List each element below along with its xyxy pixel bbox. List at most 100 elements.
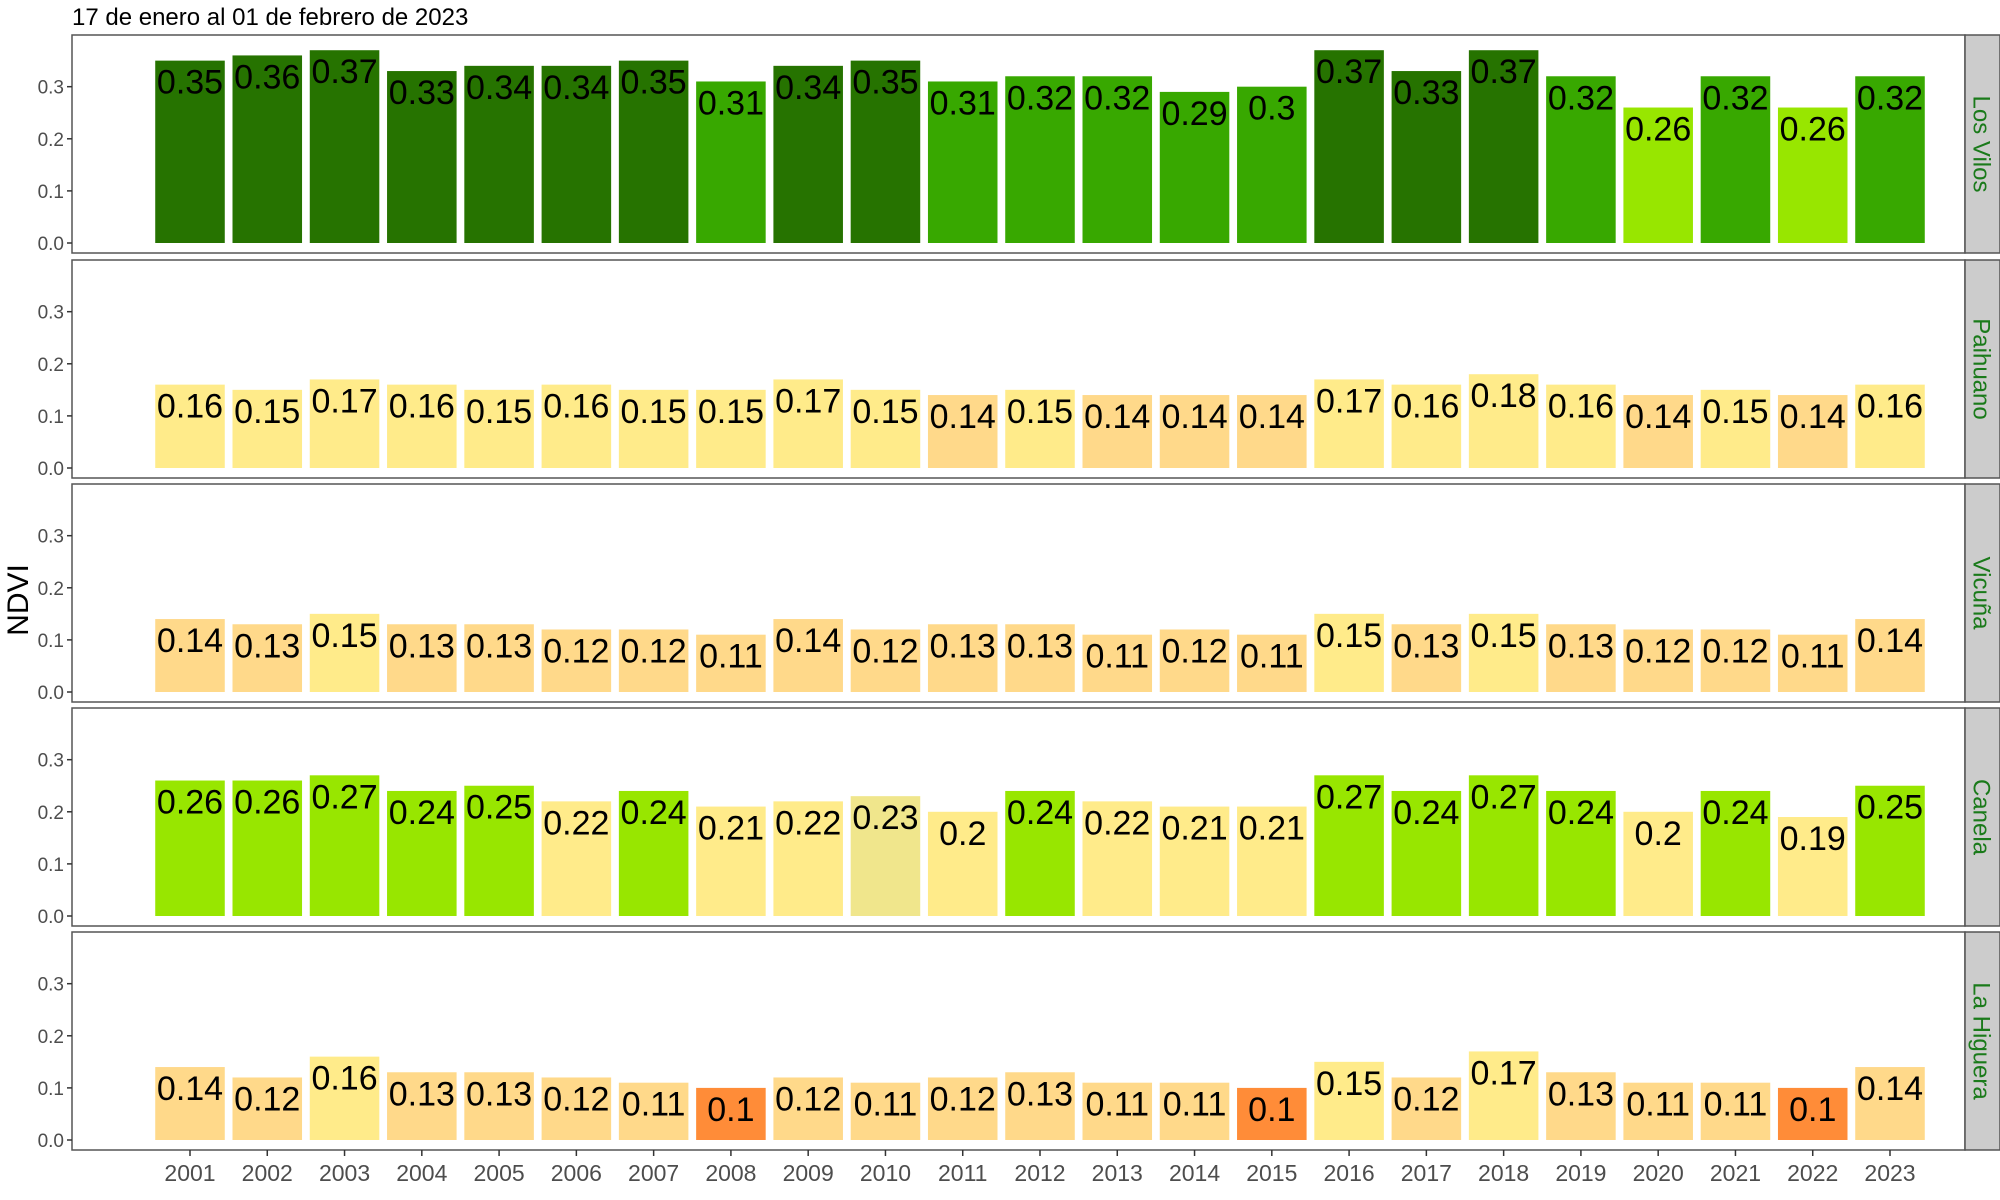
data-label: 0.32	[1702, 79, 1768, 117]
data-label: 0.2	[1635, 815, 1682, 853]
chart-title: 17 de enero al 01 de febrero de 2023	[72, 4, 469, 31]
bar	[541, 629, 612, 692]
bar	[850, 1082, 921, 1140]
bar	[1700, 389, 1771, 468]
facet-strip	[1964, 34, 2000, 254]
bar	[155, 619, 225, 692]
bar	[1777, 634, 1848, 692]
data-label: 0.35	[621, 64, 687, 102]
bar	[1777, 395, 1848, 468]
data-label: 0.11	[1240, 638, 1304, 676]
data-label: 0.11	[1085, 638, 1149, 676]
data-label: 0.13	[389, 1075, 455, 1113]
bar	[1546, 76, 1616, 244]
bar	[541, 65, 612, 243]
data-label: 0.27	[311, 778, 377, 816]
facet-strip	[1964, 483, 2000, 703]
data-label: 0.17	[775, 382, 841, 420]
data-label: 0.21	[698, 810, 764, 848]
data-label: 0.14	[1857, 622, 1923, 660]
data-label: 0.22	[775, 804, 841, 842]
data-label: 0.12	[543, 1080, 609, 1118]
bar	[927, 624, 998, 692]
bar	[850, 796, 921, 916]
data-label: 0.16	[157, 388, 223, 426]
panel-vicuña: Vicuña 0.0 0.1 0.2 0.3 0.14 0.13 0.15 0.13 0.13 0.…	[38, 483, 2000, 704]
x-tick-label: 2006	[551, 1160, 602, 1186]
bar	[1314, 775, 1384, 916]
data-label: 0.16	[543, 388, 609, 426]
bar	[541, 384, 612, 468]
data-label: 0.15	[1316, 1065, 1382, 1103]
bar	[1546, 790, 1616, 916]
data-label: 0.11	[1163, 1086, 1227, 1124]
bar	[1314, 50, 1384, 243]
bar	[1855, 1067, 1925, 1140]
bar	[1546, 624, 1616, 692]
bar	[1468, 1051, 1539, 1140]
bar	[1623, 107, 1693, 244]
data-label: 0.25	[466, 789, 532, 827]
bar	[1391, 384, 1462, 468]
data-label: 0.15	[621, 393, 687, 431]
data-label: 0.27	[1471, 778, 1537, 816]
x-tick-label: 2021	[1710, 1160, 1761, 1186]
data-label: 0.12	[1161, 632, 1227, 670]
bar	[1700, 1082, 1771, 1140]
data-label: 0.14	[1780, 398, 1846, 436]
bar	[773, 379, 843, 468]
bar	[1700, 629, 1771, 692]
bar	[464, 1072, 534, 1140]
bar	[1237, 86, 1307, 244]
data-label: 0.26	[157, 784, 223, 822]
y-tick-label: 0.2	[38, 1027, 64, 1048]
data-label: 0.24	[1393, 794, 1459, 832]
bar	[387, 71, 457, 243]
bar	[1391, 624, 1462, 692]
bar	[1314, 1061, 1384, 1140]
data-label: 0.34	[775, 69, 841, 107]
bar	[1700, 790, 1771, 916]
data-label: 0.17	[311, 382, 377, 420]
bar	[1082, 395, 1153, 468]
data-label: 0.14	[775, 622, 841, 660]
y-tick-label: 0.2	[38, 579, 64, 600]
panels: Los Vilos 0.0 0.1 0.2 0.3 0.35 0.36 0.37 0.33 0.3…	[38, 34, 2000, 1152]
data-label: 0.1	[1789, 1091, 1836, 1129]
data-label: 0.21	[1161, 810, 1227, 848]
data-label: 0.12	[1393, 1080, 1459, 1118]
bar	[1468, 775, 1539, 916]
bar	[618, 790, 689, 916]
data-label: 0.35	[852, 64, 918, 102]
data-label: 0.14	[1625, 398, 1691, 436]
data-label: 0.14	[1161, 398, 1227, 436]
y-tick-label: 0.0	[38, 683, 64, 704]
bar	[1314, 613, 1384, 692]
bar	[387, 384, 457, 468]
data-label: 0.23	[852, 799, 918, 837]
y-tick-label: 0.3	[38, 78, 64, 99]
y-tick-label: 0.0	[38, 1131, 64, 1152]
bar	[927, 395, 998, 468]
bar	[1005, 389, 1075, 468]
bar	[1546, 384, 1616, 468]
data-label: 0.13	[1007, 627, 1073, 665]
bar	[464, 624, 534, 692]
bar	[309, 1056, 380, 1140]
data-label: 0.32	[1857, 79, 1923, 117]
bar	[850, 629, 921, 692]
data-label: 0.13	[1548, 627, 1614, 665]
data-label: 0.26	[1625, 111, 1691, 149]
bar	[1855, 619, 1925, 692]
data-label: 0.17	[1316, 382, 1382, 420]
bar	[1623, 395, 1693, 468]
data-label: 0.11	[699, 638, 763, 676]
data-label: 0.34	[466, 69, 532, 107]
bar	[232, 624, 303, 692]
bar	[1005, 624, 1075, 692]
bar	[927, 81, 998, 243]
data-label: 0.19	[1780, 820, 1846, 858]
x-tick-label: 2008	[705, 1160, 756, 1186]
data-label: 0.34	[543, 69, 609, 107]
panel-canela: Canela 0.0 0.1 0.2 0.3 0.26 0.26 0.27 0.24 0.25 0.…	[38, 707, 2000, 928]
